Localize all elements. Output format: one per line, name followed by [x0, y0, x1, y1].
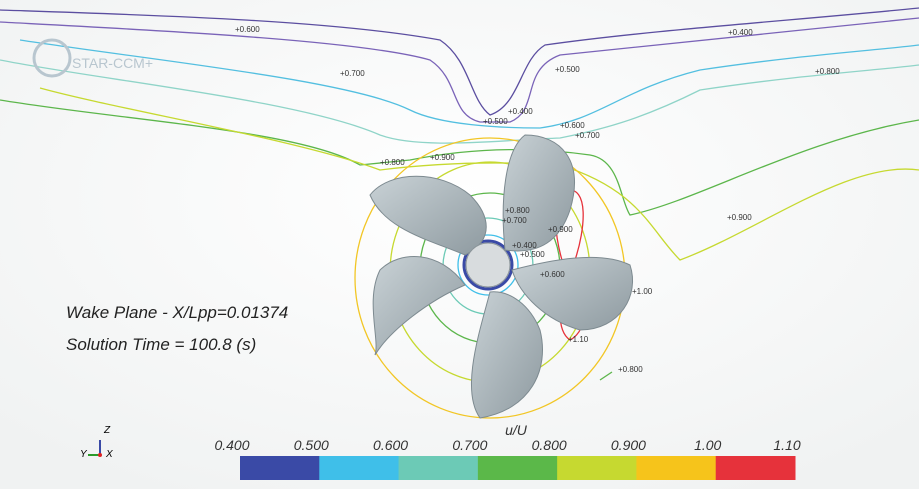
logo-text: STAR-CCM+ [72, 55, 153, 71]
colorbar-tick-label: 0.600 [373, 437, 408, 453]
contour-label: +0.900 [430, 153, 455, 162]
colorbar-tick-label: 1.00 [694, 437, 721, 453]
colorbar-segment [478, 456, 558, 480]
contour-label: +0.800 [505, 206, 530, 215]
triad-label: Z [103, 425, 111, 436]
colorbar-tick-label: 0.700 [452, 437, 487, 453]
contour-label: +0.800 [815, 67, 840, 76]
colorbar-tick-label: 0.400 [214, 437, 249, 453]
contour-label: +0.500 [520, 250, 545, 259]
colorbar-tick-label: 0.500 [294, 437, 329, 453]
colorbar-title: u/U [505, 422, 528, 438]
annotation: Wake Plane - X/Lpp=0.01374 [66, 303, 288, 322]
triad-label: X [105, 449, 113, 460]
contour-label: +0.400 [728, 28, 753, 37]
colorbar-segment [319, 456, 399, 480]
contour-label: +0.600 [560, 121, 585, 130]
colorbar-segment [399, 456, 479, 480]
annotation: Solution Time = 100.8 (s) [66, 335, 256, 354]
contour-label: +0.400 [508, 107, 533, 116]
contour-label: +0.700 [502, 216, 527, 225]
contour-label: +0.900 [727, 213, 752, 222]
viewport: STAR-CCM+ +0.600+0.700+0.400+0.500+0.800… [0, 0, 919, 489]
contour-label: +0.900 [548, 225, 573, 234]
contour-label: +0.800 [618, 365, 643, 374]
contour-label: +0.700 [575, 131, 600, 140]
contour-label: +0.700 [340, 69, 365, 78]
contour-label: +0.800 [380, 158, 405, 167]
colorbar-tick-label: 0.800 [532, 437, 567, 453]
contour-label: +0.400 [512, 241, 537, 250]
contour-label: +0.600 [540, 270, 565, 279]
colorbar-segment [240, 456, 320, 480]
contour-label: +1.10 [568, 335, 589, 344]
contour-label: +0.500 [483, 117, 508, 126]
colorbar-segment [557, 456, 637, 480]
colorbar-tick-label: 0.900 [611, 437, 646, 453]
contour-label: +1.00 [632, 287, 653, 296]
colorbar-segment [716, 456, 796, 480]
contour-label: +0.600 [235, 25, 260, 34]
contour-label: +0.500 [555, 65, 580, 74]
colorbar-tick-label: 1.10 [773, 437, 800, 453]
colorbar-segment [636, 456, 716, 480]
